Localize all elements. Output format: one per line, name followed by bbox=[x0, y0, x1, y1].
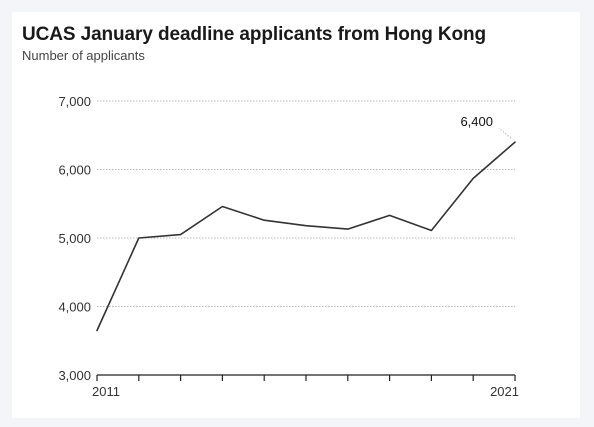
y-tick-label: 6,000 bbox=[58, 163, 91, 178]
series-layer bbox=[95, 140, 518, 333]
grid-lines bbox=[97, 100, 515, 307]
data-point bbox=[387, 213, 392, 218]
data-point bbox=[345, 227, 350, 232]
series-line bbox=[96, 141, 516, 332]
y-axis-tick-labels: 3,000 4,000 5,000 6,000 7,000 bbox=[58, 94, 91, 383]
data-point bbox=[220, 204, 225, 209]
x-axis: 2011 2021 bbox=[92, 374, 519, 399]
chart-title: UCAS January deadline applicants from Ho… bbox=[22, 24, 487, 45]
data-point bbox=[262, 218, 267, 223]
data-point bbox=[471, 176, 476, 181]
x-tick-label: 2021 bbox=[490, 384, 519, 399]
annotations: 6,400 bbox=[460, 114, 512, 139]
data-point bbox=[136, 236, 141, 241]
y-tick-label: 5,000 bbox=[58, 231, 91, 246]
data-point bbox=[429, 228, 434, 233]
data-point bbox=[513, 140, 518, 145]
y-tick-label: 4,000 bbox=[58, 300, 91, 315]
y-tick-label: 7,000 bbox=[58, 94, 91, 109]
chart-subtitle: Number of applicants bbox=[22, 48, 145, 63]
x-tick-label: 2011 bbox=[92, 384, 120, 399]
annotation-label: 6,400 bbox=[460, 114, 493, 129]
chart-card bbox=[12, 12, 580, 418]
y-tick-label: 3,000 bbox=[58, 368, 91, 383]
annotation-leader bbox=[498, 127, 512, 139]
data-point bbox=[95, 328, 100, 333]
data-point bbox=[304, 223, 309, 228]
data-point bbox=[178, 232, 183, 237]
